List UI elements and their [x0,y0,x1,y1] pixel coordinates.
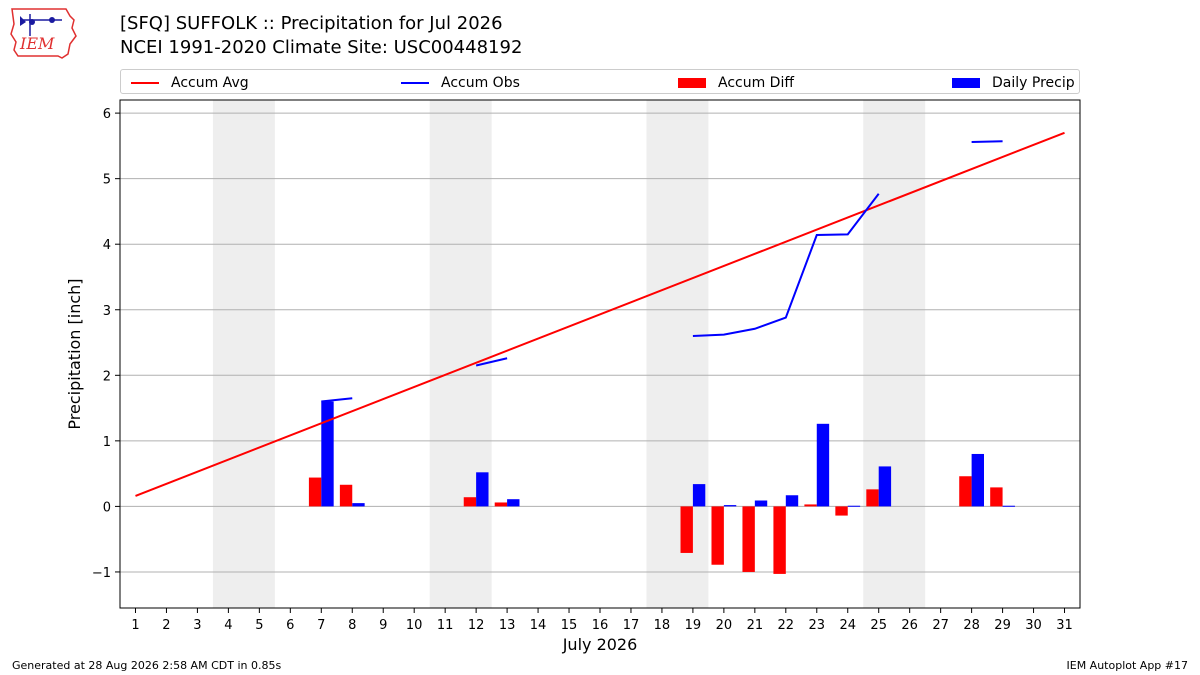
y-tick-label-6: 6 [103,107,111,122]
accum-diff-bar-day-20 [711,506,724,565]
y-tick-label-3: 3 [103,304,111,319]
daily-precip-bar-day-22 [785,495,799,507]
x-tick-label-12: 12 [468,618,485,633]
x-tick-label-27: 27 [932,618,949,633]
iem-logo: IEM [10,8,77,59]
accum-diff-bar-day-19 [680,506,693,553]
daily-precip-bar-day-7 [321,401,334,507]
accum-obs-line-segment-3 [971,140,1003,143]
chart-title: [SFQ] SUFFOLK :: Precipitation for Jul 2… [120,13,503,34]
legend-item-accum-avg: Accum Avg [131,70,249,95]
accum-diff-bar-day-21 [742,506,755,572]
daily-precip-bar-day-12 [476,472,489,507]
weekend-shade-2 [646,100,709,608]
x-tick-label-10: 10 [406,618,423,633]
daily-precip-bar-day-23 [816,423,830,507]
daily-precip-bar-day-21 [754,500,768,507]
daily-precip-bar-day-24 [847,505,861,507]
accum-diff-bar-day-22 [773,506,786,574]
accum-avg-line [135,131,1065,497]
x-tick-label-16: 16 [592,618,609,633]
accum-diff-bar-day-25 [866,489,879,507]
daily-precip-bar-day-13 [507,499,520,507]
x-tick-label-8: 8 [348,618,356,633]
y-tick-label-4: 4 [103,238,111,253]
x-tick-label-18: 18 [654,618,671,633]
accum-diff-bar-day-13 [494,502,508,507]
accum-obs-line-segment-1 [475,357,508,367]
accum-diff-bar-day-29 [990,487,1003,507]
legend-item-accum-obs: Accum Obs [401,70,520,95]
legend-item-accum-diff: Accum Diff [678,70,794,95]
x-tick-label-23: 23 [809,618,826,633]
y-tick-label--1: −1 [92,566,111,581]
accum-diff-bar-day-28 [959,476,972,507]
x-tick-label-25: 25 [870,618,887,633]
x-tick-label-11: 11 [437,618,454,633]
legend-swatch-accum-diff [678,77,706,88]
accum-diff-bar-day-7 [308,477,322,507]
x-tick-label-13: 13 [499,618,516,633]
y-tick-label-0: 0 [103,500,111,515]
legend-label-accum-avg: Accum Avg [171,74,249,91]
y-tick-label-2: 2 [103,369,111,384]
app-credit: IEM Autoplot App #17 [1066,659,1189,672]
x-tick-label-7: 7 [317,618,325,633]
x-tick-label-14: 14 [530,618,547,633]
legend-swatch-accum-obs [401,81,429,84]
daily-precip-bar-day-20 [723,505,737,507]
chart-legend: Accum Avg Accum Obs Accum Diff Daily Pre… [120,69,1080,94]
x-tick-label-29: 29 [994,618,1011,633]
daily-precip-bar-day-19 [692,484,706,507]
x-axis-label: July 2026 [562,635,638,654]
weekend-shade-1 [429,100,492,608]
generated-timestamp: Generated at 28 Aug 2026 2:58 AM CDT in … [12,659,282,672]
legend-label-accum-diff: Accum Diff [718,74,795,91]
legend-label-daily-precip: Daily Precip [992,74,1075,91]
x-tick-label-15: 15 [561,618,578,633]
accum-obs-line-segment-0 [321,397,353,403]
x-tick-label-19: 19 [685,618,702,633]
x-tick-label-1: 1 [131,618,139,633]
accum-diff-bar-day-23 [804,504,817,507]
daily-precip-bar-day-29 [1002,505,1015,507]
x-tick-label-20: 20 [716,618,733,633]
iem-logo-text: IEM [19,34,55,53]
x-tick-label-6: 6 [286,618,294,633]
y-tick-label-1: 1 [103,435,111,450]
x-tick-label-24: 24 [839,618,856,633]
legend-swatch-accum-avg [131,81,159,84]
x-tick-label-21: 21 [747,618,764,633]
weekend-shade-3 [863,100,926,608]
x-tick-label-31: 31 [1056,618,1073,633]
legend-item-daily-precip: Daily Precip [952,70,1075,95]
x-tick-label-30: 30 [1025,618,1042,633]
legend-swatch-daily-precip [952,77,980,88]
daily-precip-bar-day-28 [971,453,984,507]
accum-obs-line-segment-2 [692,193,880,337]
y-axis-label: Precipitation [inch] [65,278,84,429]
legend-label-accum-obs: Accum Obs [441,74,520,91]
x-tick-label-9: 9 [379,618,387,633]
chart-subtitle: NCEI 1991-2020 Climate Site: USC00448192 [120,37,523,58]
daily-precip-bar-day-8 [352,503,365,507]
y-tick-label-5: 5 [103,173,111,188]
x-tick-label-3: 3 [193,618,201,633]
daily-precip-bar-day-25 [878,466,892,507]
x-tick-label-26: 26 [901,618,918,633]
accum-diff-bar-day-12 [463,497,477,507]
accum-diff-bar-day-24 [835,506,848,516]
x-tick-label-2: 2 [162,618,170,633]
x-tick-label-22: 22 [778,618,795,633]
weekend-shade-0 [212,100,275,608]
x-tick-label-4: 4 [224,618,232,633]
x-tick-label-17: 17 [623,618,640,633]
x-tick-label-28: 28 [963,618,980,633]
accum-diff-bar-day-8 [339,484,353,507]
x-tick-label-5: 5 [255,618,263,633]
